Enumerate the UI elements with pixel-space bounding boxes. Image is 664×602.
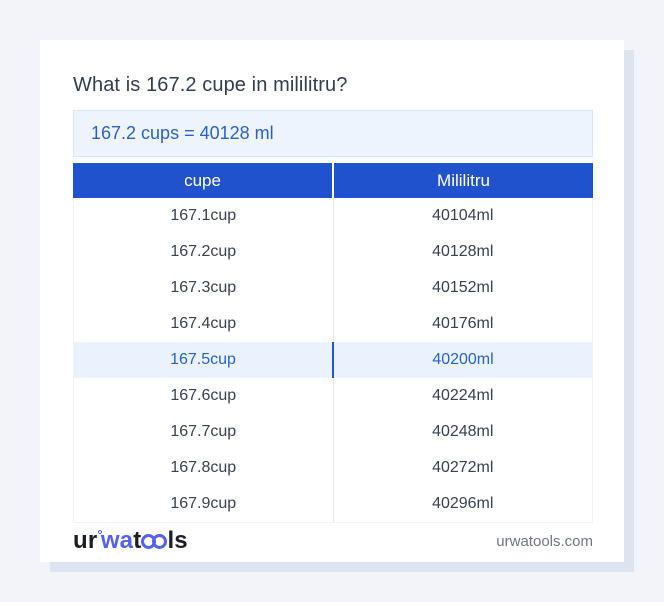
table-row[interactable]: 167.1cup 40104ml <box>74 198 592 234</box>
cup-value: 167.5cup <box>74 342 334 378</box>
table-row[interactable]: 167.6cup 40224ml <box>74 378 592 414</box>
logo-text-wa: wa <box>100 527 134 554</box>
cup-value: 167.6cup <box>74 378 334 414</box>
cup-value: 167.2cup <box>74 234 334 270</box>
logo-text-ur: ur <box>73 527 98 554</box>
table-row[interactable]: 167.4cup 40176ml <box>74 306 592 342</box>
conversion-table: cupe Mililitru 167.1cup 40104ml 167.2cup… <box>73 163 593 523</box>
conversion-result-text: 167.2 cups = 40128 ml <box>91 123 274 143</box>
table-row[interactable]: 167.9cup 40296ml <box>74 486 592 522</box>
page-title: What is 167.2 cupe in mililitru? <box>73 74 348 96</box>
cup-value: 167.9cup <box>74 486 334 522</box>
card-footer: ur ° wa t ls urwatools.com <box>73 523 593 563</box>
table-body: 167.1cup 40104ml 167.2cup 40128ml 167.3c… <box>73 198 593 523</box>
cup-value: 167.8cup <box>74 450 334 486</box>
urwatools-logo[interactable]: ur ° wa t ls <box>73 527 188 555</box>
cup-value: 167.4cup <box>74 306 334 342</box>
ml-value: 40152ml <box>432 279 494 296</box>
table-row[interactable]: 167.8cup 40272ml <box>74 450 592 486</box>
site-domain: urwatools.com <box>496 532 593 550</box>
cup-value: 167.7cup <box>74 414 334 450</box>
cup-value: 167.3cup <box>74 270 334 306</box>
conversion-result-box: 167.2 cups = 40128 ml <box>73 110 593 157</box>
table-row[interactable]: 167.7cup 40248ml <box>74 414 592 450</box>
table-header-cupe: cupe <box>73 163 332 198</box>
logo-degree-icon: ° <box>97 527 103 542</box>
ml-value: 40224ml <box>432 387 494 404</box>
table-header-row: cupe Mililitru <box>73 163 593 198</box>
ml-value: 40248ml <box>432 423 494 440</box>
ml-value: 40128ml <box>432 243 494 260</box>
logo-ring-icon <box>152 534 168 549</box>
ml-value: 40200ml <box>432 351 494 368</box>
logo-text-t: t <box>133 527 142 554</box>
converter-card: What is 167.2 cupe in mililitru? 167.2 c… <box>40 40 624 562</box>
table-row-highlighted[interactable]: 167.5cup 40200ml <box>74 342 592 378</box>
table-header-mililitru: Mililitru <box>334 163 593 198</box>
table-row[interactable]: 167.2cup 40128ml <box>74 234 592 270</box>
ml-value: 40176ml <box>432 315 494 332</box>
cup-value: 167.1cup <box>74 198 334 234</box>
ml-value: 40104ml <box>432 207 494 224</box>
logo-text-ls: ls <box>167 527 188 554</box>
table-row[interactable]: 167.3cup 40152ml <box>74 270 592 306</box>
ml-value: 40296ml <box>432 495 494 512</box>
ml-value: 40272ml <box>432 459 494 476</box>
